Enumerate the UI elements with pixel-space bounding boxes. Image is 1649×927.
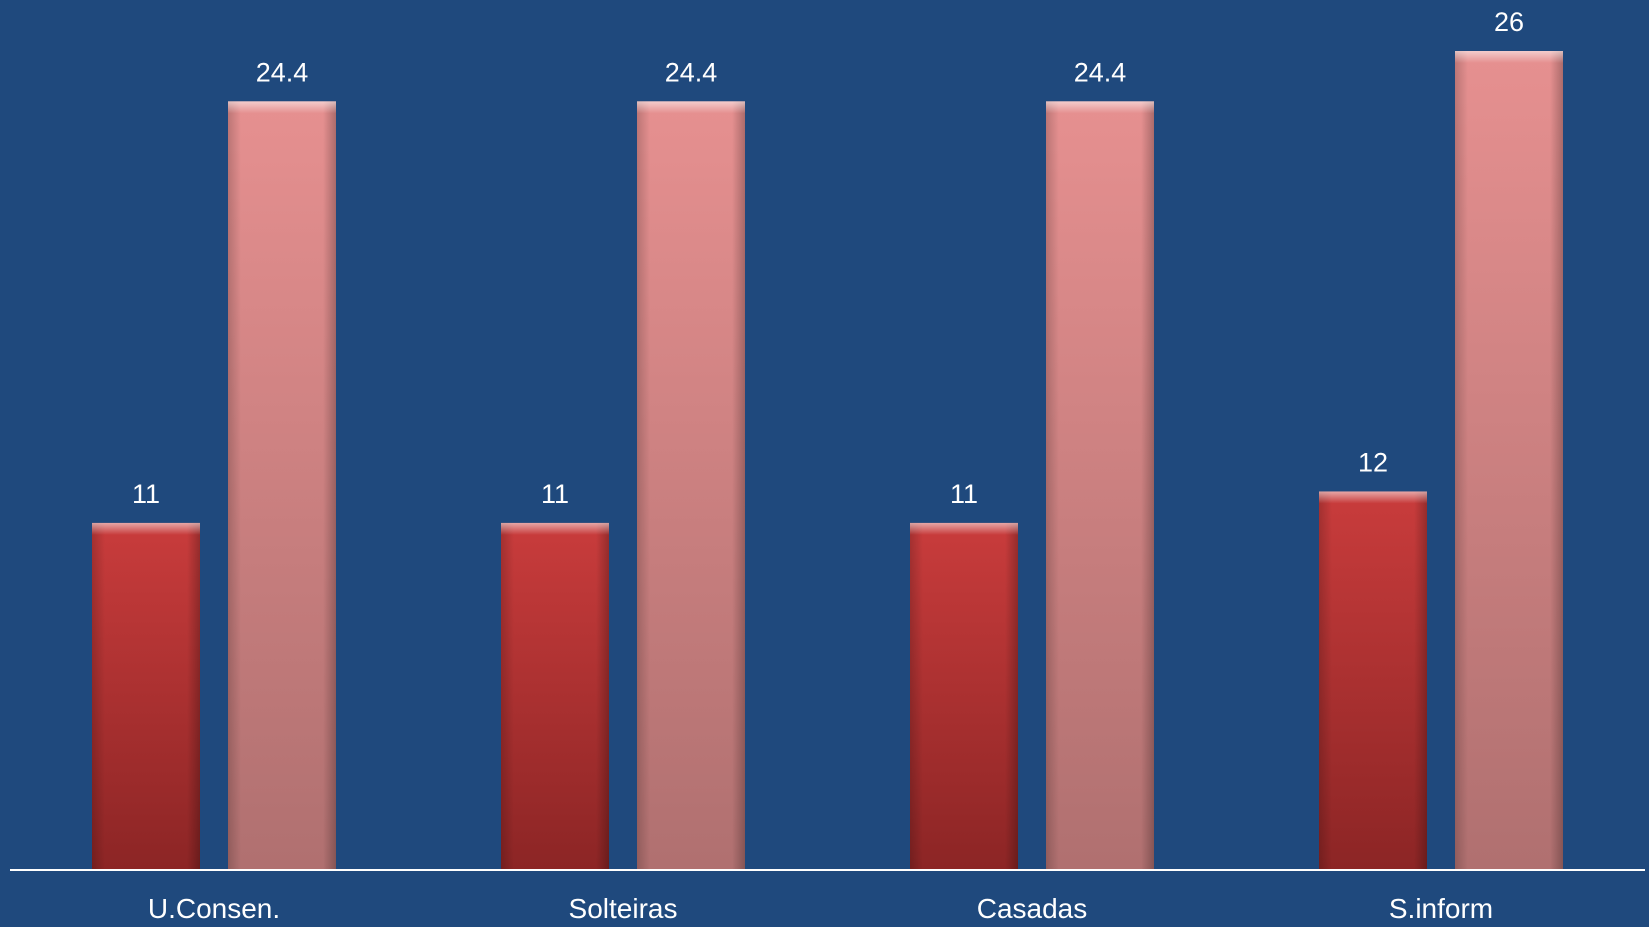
category-labels-layer: U.Consen. Solteiras Casadas S.inform (148, 893, 1493, 924)
x-tick-label-2: Solteiras (569, 893, 678, 924)
bar-shading (637, 101, 745, 870)
data-label-series-2-3: 24.4 (1074, 57, 1127, 87)
data-label-series-2-4: 26 (1494, 7, 1524, 37)
bar-bevel-highlight (92, 522, 200, 535)
bar-shading (1455, 51, 1563, 869)
x-tick-label-1: U.Consen. (148, 893, 280, 924)
bar-shading (501, 522, 609, 869)
bar-bevel-highlight (501, 522, 609, 535)
bar-bevel-highlight (910, 522, 1018, 535)
bar-shading (1319, 491, 1427, 869)
bar-bevel-highlight (637, 101, 745, 114)
bar-bevel-highlight (1319, 491, 1427, 504)
bar-bevel-highlight (228, 101, 336, 114)
bar-shading (92, 522, 200, 869)
bar-bevel-highlight (1046, 101, 1154, 114)
bars-layer (92, 51, 1563, 870)
data-label-series-2-2: 24.4 (665, 57, 718, 87)
data-label-series-1-2: 11 (541, 479, 569, 509)
data-label-series-2-1: 24.4 (256, 57, 309, 87)
x-tick-label-3: Casadas (977, 893, 1088, 924)
data-label-series-1-4: 12 (1358, 447, 1388, 477)
bar-shading (1046, 101, 1154, 870)
bar-shading (228, 101, 336, 870)
data-label-series-1-3: 11 (950, 479, 978, 509)
value-labels-layer: 11 24.4 11 24.4 11 24.4 12 26 (132, 7, 1524, 509)
bar-bevel-highlight (1455, 51, 1563, 63)
x-tick-label-4: S.inform (1389, 893, 1493, 924)
bar-shading (910, 522, 1018, 869)
data-label-series-1-1: 11 (132, 479, 160, 509)
